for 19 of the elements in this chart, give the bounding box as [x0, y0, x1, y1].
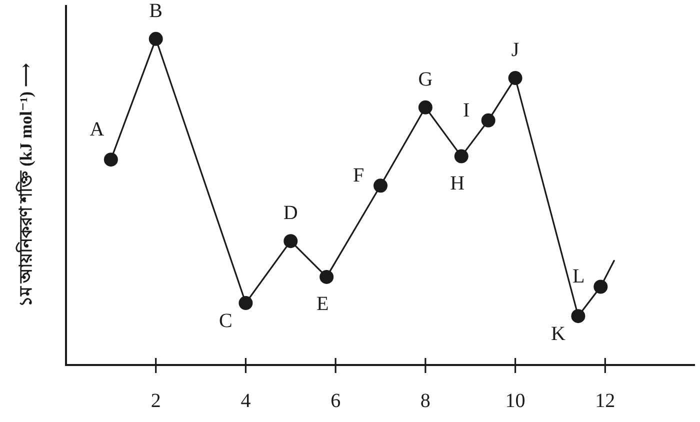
point-label: G: [418, 68, 433, 90]
x-tick-label: 2: [150, 390, 161, 412]
point-label: H: [450, 172, 465, 194]
point-label: D: [283, 202, 298, 224]
x-tick-label: 10: [505, 390, 526, 412]
x-tick-label: 8: [420, 390, 430, 412]
point-label: A: [90, 118, 104, 141]
x-tick-label: 6: [330, 390, 341, 412]
point-label: E: [316, 292, 329, 315]
point-label: C: [219, 310, 232, 332]
point-label: L: [572, 266, 585, 288]
x-tick-label: 12: [595, 390, 616, 412]
point-label: J: [511, 39, 520, 62]
point-label: B: [149, 0, 163, 22]
point-label: I: [463, 99, 470, 122]
x-tick-label: 4: [240, 390, 251, 412]
point-label: F: [352, 164, 364, 187]
y-axis-title: ১ম আয়নিকরণ শক্তি (kJ mol⁻¹) ⟶: [16, 62, 36, 308]
point-label: K: [550, 323, 566, 346]
